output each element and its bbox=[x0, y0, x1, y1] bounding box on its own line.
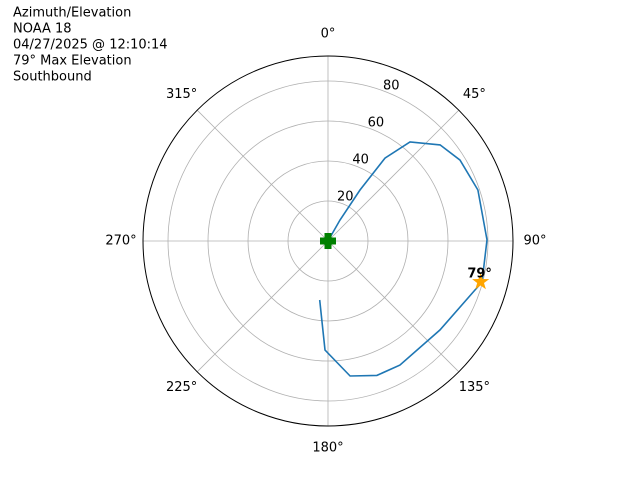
r-tick-label: 20 bbox=[337, 190, 354, 205]
track-line bbox=[318, 141, 488, 377]
polar-frame bbox=[142, 55, 514, 427]
theta-tick-label: 225° bbox=[166, 380, 197, 395]
theta-tick-label: 270° bbox=[105, 234, 136, 249]
theta-grid-line bbox=[196, 109, 329, 242]
r-grid-circle bbox=[287, 200, 369, 282]
r-tick-label: 40 bbox=[352, 153, 369, 168]
r-tick-label: 60 bbox=[368, 116, 385, 131]
title-line: 04/27/2025 @ 12:10:14 bbox=[13, 38, 168, 53]
title-line: Southbound bbox=[13, 70, 92, 85]
title-line: Azimuth/Elevation bbox=[13, 6, 131, 21]
theta-grid-line bbox=[327, 240, 460, 373]
theta-tick-label: 90° bbox=[523, 234, 546, 249]
r-grid-circle bbox=[247, 160, 409, 322]
theta-tick-label: 0° bbox=[321, 27, 336, 42]
r-grid-circle bbox=[207, 120, 449, 362]
theta-grid-line bbox=[196, 240, 329, 373]
theta-tick-label: 135° bbox=[459, 380, 490, 395]
theta-tick-label: 180° bbox=[312, 441, 343, 456]
max-elevation-marker bbox=[472, 272, 490, 290]
r-grid-circle bbox=[167, 80, 489, 402]
start-marker bbox=[320, 233, 336, 249]
title-line: 79° Max Elevation bbox=[13, 54, 132, 69]
theta-tick-label: 315° bbox=[166, 87, 197, 102]
r-tick-label: 80 bbox=[383, 79, 400, 94]
theta-tick-label: 45° bbox=[463, 87, 486, 102]
title-line: NOAA 18 bbox=[13, 22, 72, 37]
theta-grid-line bbox=[327, 109, 460, 242]
marker-label: 79° bbox=[467, 266, 492, 281]
